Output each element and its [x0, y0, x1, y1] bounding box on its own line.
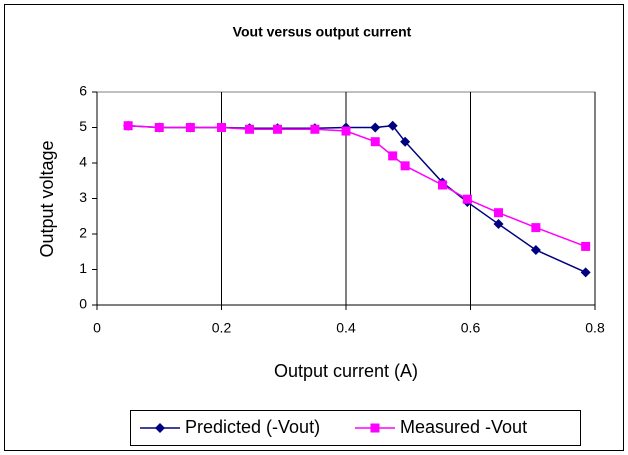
y-tick-label: 4 [79, 154, 87, 170]
marker [185, 123, 195, 132]
marker [493, 219, 504, 230]
marker [400, 136, 411, 147]
x-tick-label: 0.8 [585, 320, 605, 336]
y-tick-label: 6 [79, 83, 87, 99]
marker [245, 124, 255, 134]
marker [388, 151, 398, 161]
y-tick-label: 3 [79, 189, 87, 205]
marker [387, 120, 398, 131]
y-tick-label: 1 [79, 260, 87, 276]
marker [370, 137, 380, 147]
y-axis-label: Output voltage [37, 140, 57, 257]
x-tick-label: 0.4 [336, 320, 356, 336]
y-tick-label: 5 [79, 118, 87, 134]
marker [581, 241, 591, 251]
marker [341, 126, 351, 136]
y-tick-label: 2 [79, 225, 87, 241]
x-axis-label: Output current (A) [274, 361, 418, 381]
marker [123, 121, 133, 131]
marker [531, 223, 541, 233]
legend-marker [155, 423, 165, 433]
legend-label: Predicted (-Vout) [185, 417, 320, 437]
chart-title: Vout versus output current [233, 24, 412, 40]
marker [530, 244, 541, 255]
marker [273, 124, 283, 134]
legend-marker [370, 423, 380, 433]
marker [494, 208, 504, 218]
x-tick-label: 0.6 [461, 320, 481, 336]
marker [462, 194, 472, 204]
marker [400, 161, 410, 171]
marker [310, 124, 320, 134]
marker [370, 122, 381, 133]
marker [217, 123, 226, 132]
x-tick-label: 0.2 [212, 320, 232, 336]
y-tick-label: 0 [79, 296, 87, 312]
marker [437, 180, 447, 190]
series-line [128, 124, 586, 248]
x-tick-label: 0 [93, 320, 101, 336]
marker [154, 123, 164, 132]
legend-label: Measured -Vout [400, 417, 527, 437]
marker [580, 267, 591, 278]
